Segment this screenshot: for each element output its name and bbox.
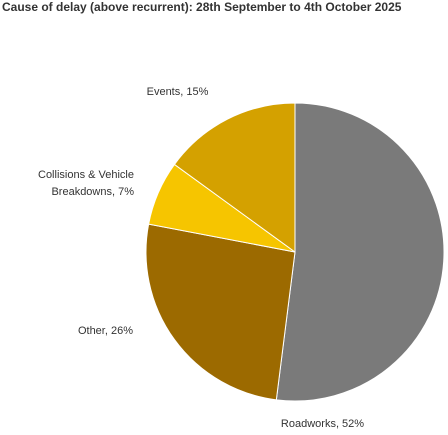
pie-slice: [145, 223, 296, 401]
slice-label: Collisions & Vehicle Breakdowns, 7%: [38, 169, 134, 198]
chart-title: Cause of delay (above recurrent): 28th S…: [2, 0, 402, 14]
pie-slice: [173, 102, 296, 253]
pie-slice: [275, 102, 445, 402]
slice-label: Events, 15%: [146, 86, 209, 98]
slice-label: Other, 26%: [77, 325, 133, 337]
slice-label: Roadworks, 52%: [280, 418, 365, 430]
